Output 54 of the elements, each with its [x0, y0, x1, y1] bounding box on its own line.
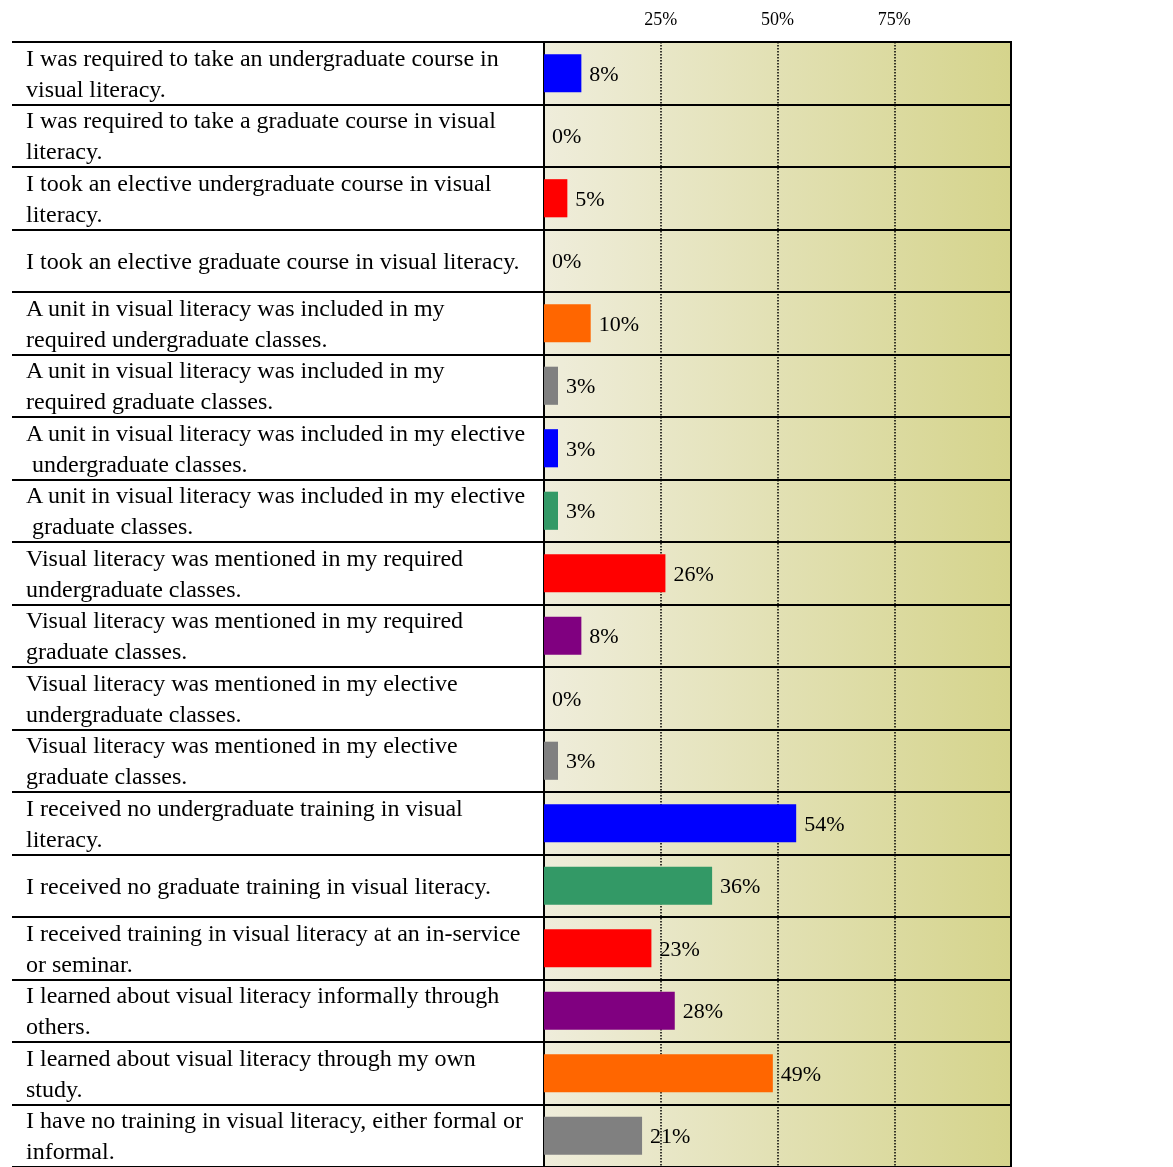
data-label: 5% — [575, 185, 605, 211]
data-label: 3% — [566, 748, 596, 774]
data-label: 54% — [804, 810, 845, 836]
bar — [544, 429, 559, 468]
data-label: 3% — [566, 498, 596, 524]
y-tick-label: A unit in visual literacy was included in my required undergraduate classes. — [26, 294, 451, 352]
data-label: 49% — [780, 1060, 822, 1086]
y-tick-label: I have no training in visual literacy, either formal or informal. — [26, 1107, 529, 1165]
y-tick-label: I learned about visual literacy through my own study. — [26, 1044, 482, 1102]
bar — [544, 741, 559, 780]
bar — [544, 1116, 643, 1155]
y-tick-label: I received no graduate training in visual literacy. — [26, 872, 491, 899]
bar — [544, 179, 568, 218]
data-label: 28% — [682, 998, 724, 1024]
y-tick-label: I was required to take a graduate course in visual literacy. — [26, 107, 502, 165]
bar — [544, 991, 675, 1030]
data-label: 0% — [552, 123, 582, 149]
data-label: 0% — [552, 248, 582, 274]
x-tick-label: 25% — [644, 9, 678, 29]
y-tick-label: I received no undergraduate training in visual literacy. — [26, 794, 469, 852]
y-tick-label: Visual literacy was mentioned in my required graduate classes. — [26, 607, 470, 665]
x-tick-label: 50% — [761, 9, 794, 29]
bar — [544, 554, 666, 593]
data-label: 0% — [552, 685, 582, 711]
y-tick-label: I received training in visual literacy at an in-service or seminar. — [26, 919, 527, 977]
data-label: 10% — [598, 310, 640, 336]
y-tick-label: Visual literacy was mentioned in my required undergraduate classes. — [26, 544, 470, 602]
data-label: 8% — [589, 623, 619, 649]
bar — [544, 929, 652, 968]
y-tick-label: Visual literacy was mentioned in my elective graduate classes. — [26, 732, 464, 790]
bar — [544, 804, 797, 843]
data-label: 3% — [566, 373, 596, 399]
bar — [544, 866, 713, 905]
data-label: 36% — [720, 873, 761, 899]
y-tick-label: A unit in visual literacy was included in my elective graduate classes. — [26, 482, 526, 540]
bar — [544, 491, 559, 530]
bar — [544, 304, 591, 343]
x-tick-label: 75% — [877, 9, 911, 29]
bar — [544, 616, 582, 655]
bar — [544, 1054, 773, 1093]
data-label: 8% — [589, 60, 619, 86]
y-tick-label: A unit in visual literacy was included in my elective undergraduate classes. — [26, 419, 526, 477]
y-tick-label: A unit in visual literacy was included in my required graduate classes. — [26, 357, 451, 415]
y-tick-label: I was required to take an undergraduate course in visual literacy. — [26, 44, 505, 102]
data-label: 3% — [566, 435, 596, 461]
data-label: 26% — [673, 560, 714, 586]
bar — [544, 54, 582, 93]
y-tick-label: I took an elective undergraduate course in visual literacy. — [26, 169, 498, 227]
y-tick-label: Visual literacy was mentioned in my elective undergraduate classes. — [26, 669, 464, 727]
data-label: 21% — [650, 1123, 691, 1149]
data-label: 23% — [659, 935, 700, 961]
y-tick-label: I learned about visual literacy informally through others. — [26, 982, 506, 1040]
bar — [544, 366, 559, 405]
y-tick-label: I took an elective graduate course in visual literacy. — [26, 247, 520, 274]
